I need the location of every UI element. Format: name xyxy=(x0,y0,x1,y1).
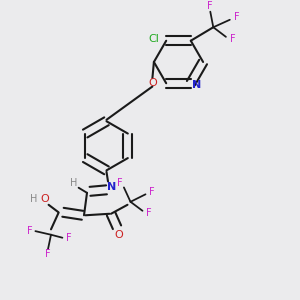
Text: F: F xyxy=(66,233,71,243)
Text: O: O xyxy=(40,194,50,204)
Text: F: F xyxy=(149,187,154,197)
Text: F: F xyxy=(118,178,123,188)
Text: F: F xyxy=(146,208,151,218)
Text: N: N xyxy=(192,80,201,90)
Text: Cl: Cl xyxy=(149,34,160,44)
Text: H: H xyxy=(70,178,78,188)
Text: F: F xyxy=(208,1,213,11)
Text: O: O xyxy=(148,78,157,88)
Text: F: F xyxy=(230,34,235,44)
Text: H: H xyxy=(30,194,37,204)
Text: F: F xyxy=(234,12,239,22)
Text: N: N xyxy=(107,182,116,192)
Text: F: F xyxy=(27,226,32,236)
Text: O: O xyxy=(114,230,123,240)
Text: F: F xyxy=(45,250,51,260)
